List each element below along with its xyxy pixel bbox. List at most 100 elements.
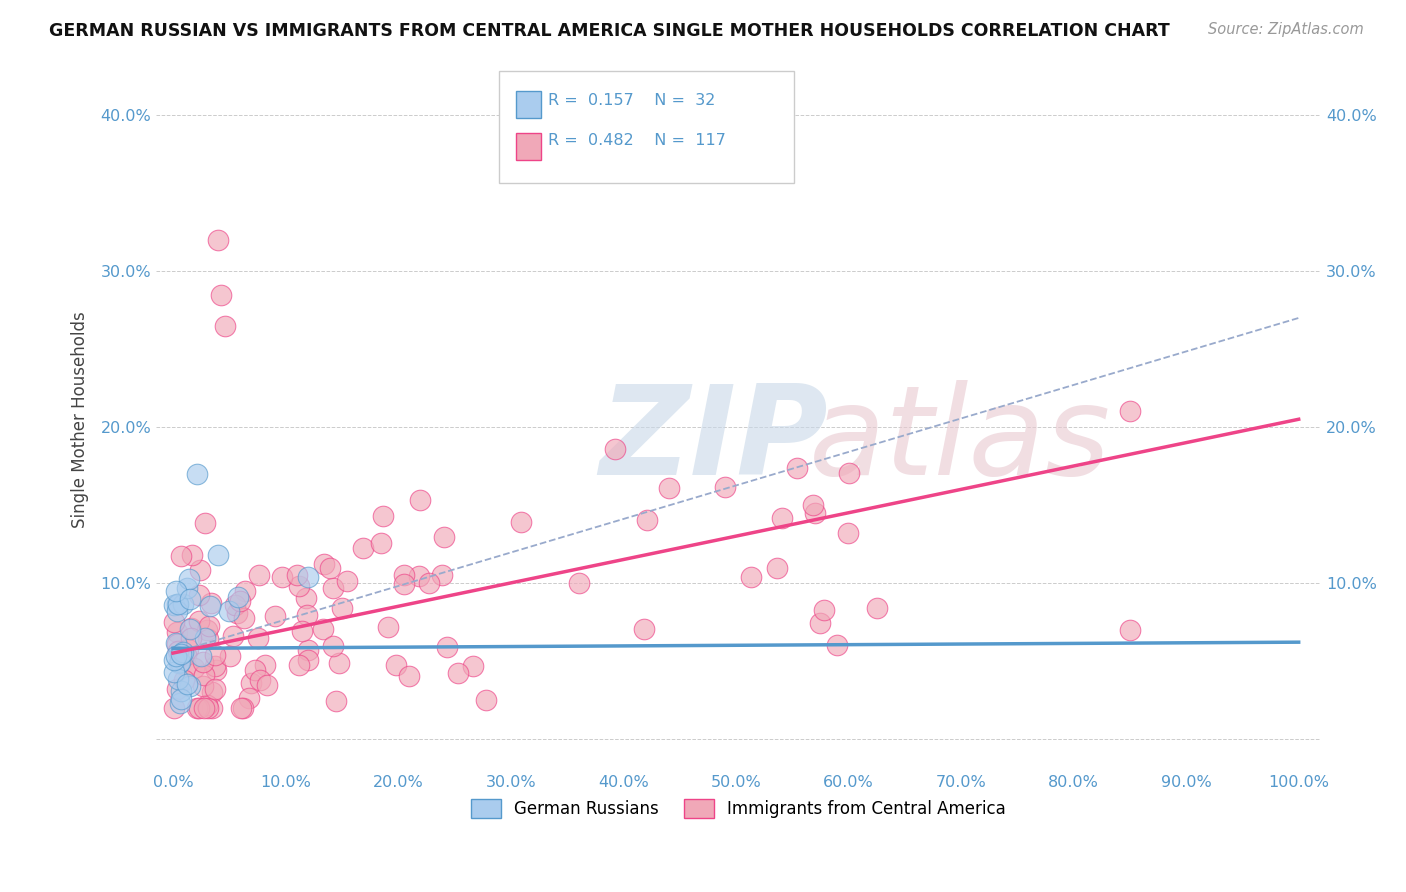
Text: ZIP: ZIP [599, 380, 828, 500]
Point [1119, 404, 1142, 418]
Point [322, 639, 344, 653]
Point [166, 604, 188, 618]
Point [191, 679, 214, 693]
Point [172, 598, 194, 612]
Point [169, 656, 191, 670]
Point [201, 685, 224, 699]
Point [207, 548, 229, 562]
Point [181, 549, 204, 563]
Point [167, 644, 190, 658]
Point [191, 655, 214, 669]
Point [173, 673, 195, 687]
Point [197, 632, 219, 646]
Point [636, 513, 658, 527]
Point [194, 631, 217, 645]
Point [163, 700, 186, 714]
Point [297, 569, 319, 583]
Point [165, 636, 187, 650]
Point [176, 677, 198, 691]
Point [311, 622, 333, 636]
Point [214, 318, 236, 333]
Point [288, 578, 311, 592]
Point [813, 602, 835, 616]
Point [200, 596, 222, 610]
Point [786, 461, 808, 475]
Point [233, 583, 256, 598]
Point [204, 648, 226, 662]
Point [804, 507, 827, 521]
Point [229, 594, 252, 608]
Point [179, 622, 201, 636]
Point [245, 663, 267, 677]
Point [370, 536, 392, 550]
Point [169, 696, 191, 710]
Point [291, 624, 314, 639]
Point [180, 621, 202, 635]
Point [408, 569, 430, 583]
Point [605, 442, 627, 456]
Text: GERMAN RUSSIAN VS IMMIGRANTS FROM CENTRAL AMERICA SINGLE MOTHER HOUSEHOLDS CORRE: GERMAN RUSSIAN VS IMMIGRANTS FROM CENTRA… [49, 22, 1170, 40]
Point [176, 581, 198, 595]
Point [740, 570, 762, 584]
Point [177, 641, 200, 656]
Point [352, 541, 374, 555]
Point [409, 493, 432, 508]
Point [240, 676, 263, 690]
Point [801, 498, 824, 512]
Point [163, 665, 186, 680]
Point [377, 620, 399, 634]
Point [392, 567, 415, 582]
Point [174, 648, 197, 662]
Point [163, 615, 186, 629]
Point [179, 679, 201, 693]
Point [837, 525, 859, 540]
Point [188, 700, 211, 714]
Point [325, 694, 347, 708]
Point [385, 658, 408, 673]
Point [866, 601, 889, 615]
Point [201, 700, 224, 714]
Point [179, 592, 201, 607]
Point [170, 549, 193, 563]
Point [287, 657, 309, 672]
Point [218, 649, 240, 664]
Text: atlas: atlas [808, 380, 1111, 500]
Point [190, 648, 212, 663]
Point [176, 659, 198, 673]
Point [713, 480, 735, 494]
Point [166, 624, 188, 639]
Point [568, 575, 591, 590]
Point [398, 669, 420, 683]
Point [509, 515, 531, 529]
Point [166, 637, 188, 651]
Point [188, 563, 211, 577]
Point [226, 607, 249, 621]
Point [297, 643, 319, 657]
Point [198, 618, 221, 632]
Point [838, 466, 860, 480]
Point [183, 661, 205, 675]
Point [165, 648, 187, 663]
Point [224, 599, 246, 613]
Point [163, 598, 186, 612]
Point [474, 693, 496, 707]
Point [187, 588, 209, 602]
Point [825, 638, 848, 652]
Point [170, 647, 193, 661]
Point [297, 653, 319, 667]
Point [177, 572, 200, 586]
Text: R =  0.157    N =  32: R = 0.157 N = 32 [548, 93, 716, 108]
Point [198, 599, 221, 613]
Point [167, 673, 190, 687]
Point [233, 611, 256, 625]
Point [433, 530, 456, 544]
Point [312, 557, 335, 571]
Point [165, 584, 187, 599]
Point [810, 615, 832, 630]
Point [195, 623, 218, 637]
Point [271, 570, 294, 584]
Y-axis label: Single Mother Households: Single Mother Households [72, 311, 89, 528]
Point [193, 700, 215, 714]
Point [328, 656, 350, 670]
Point [193, 667, 215, 681]
